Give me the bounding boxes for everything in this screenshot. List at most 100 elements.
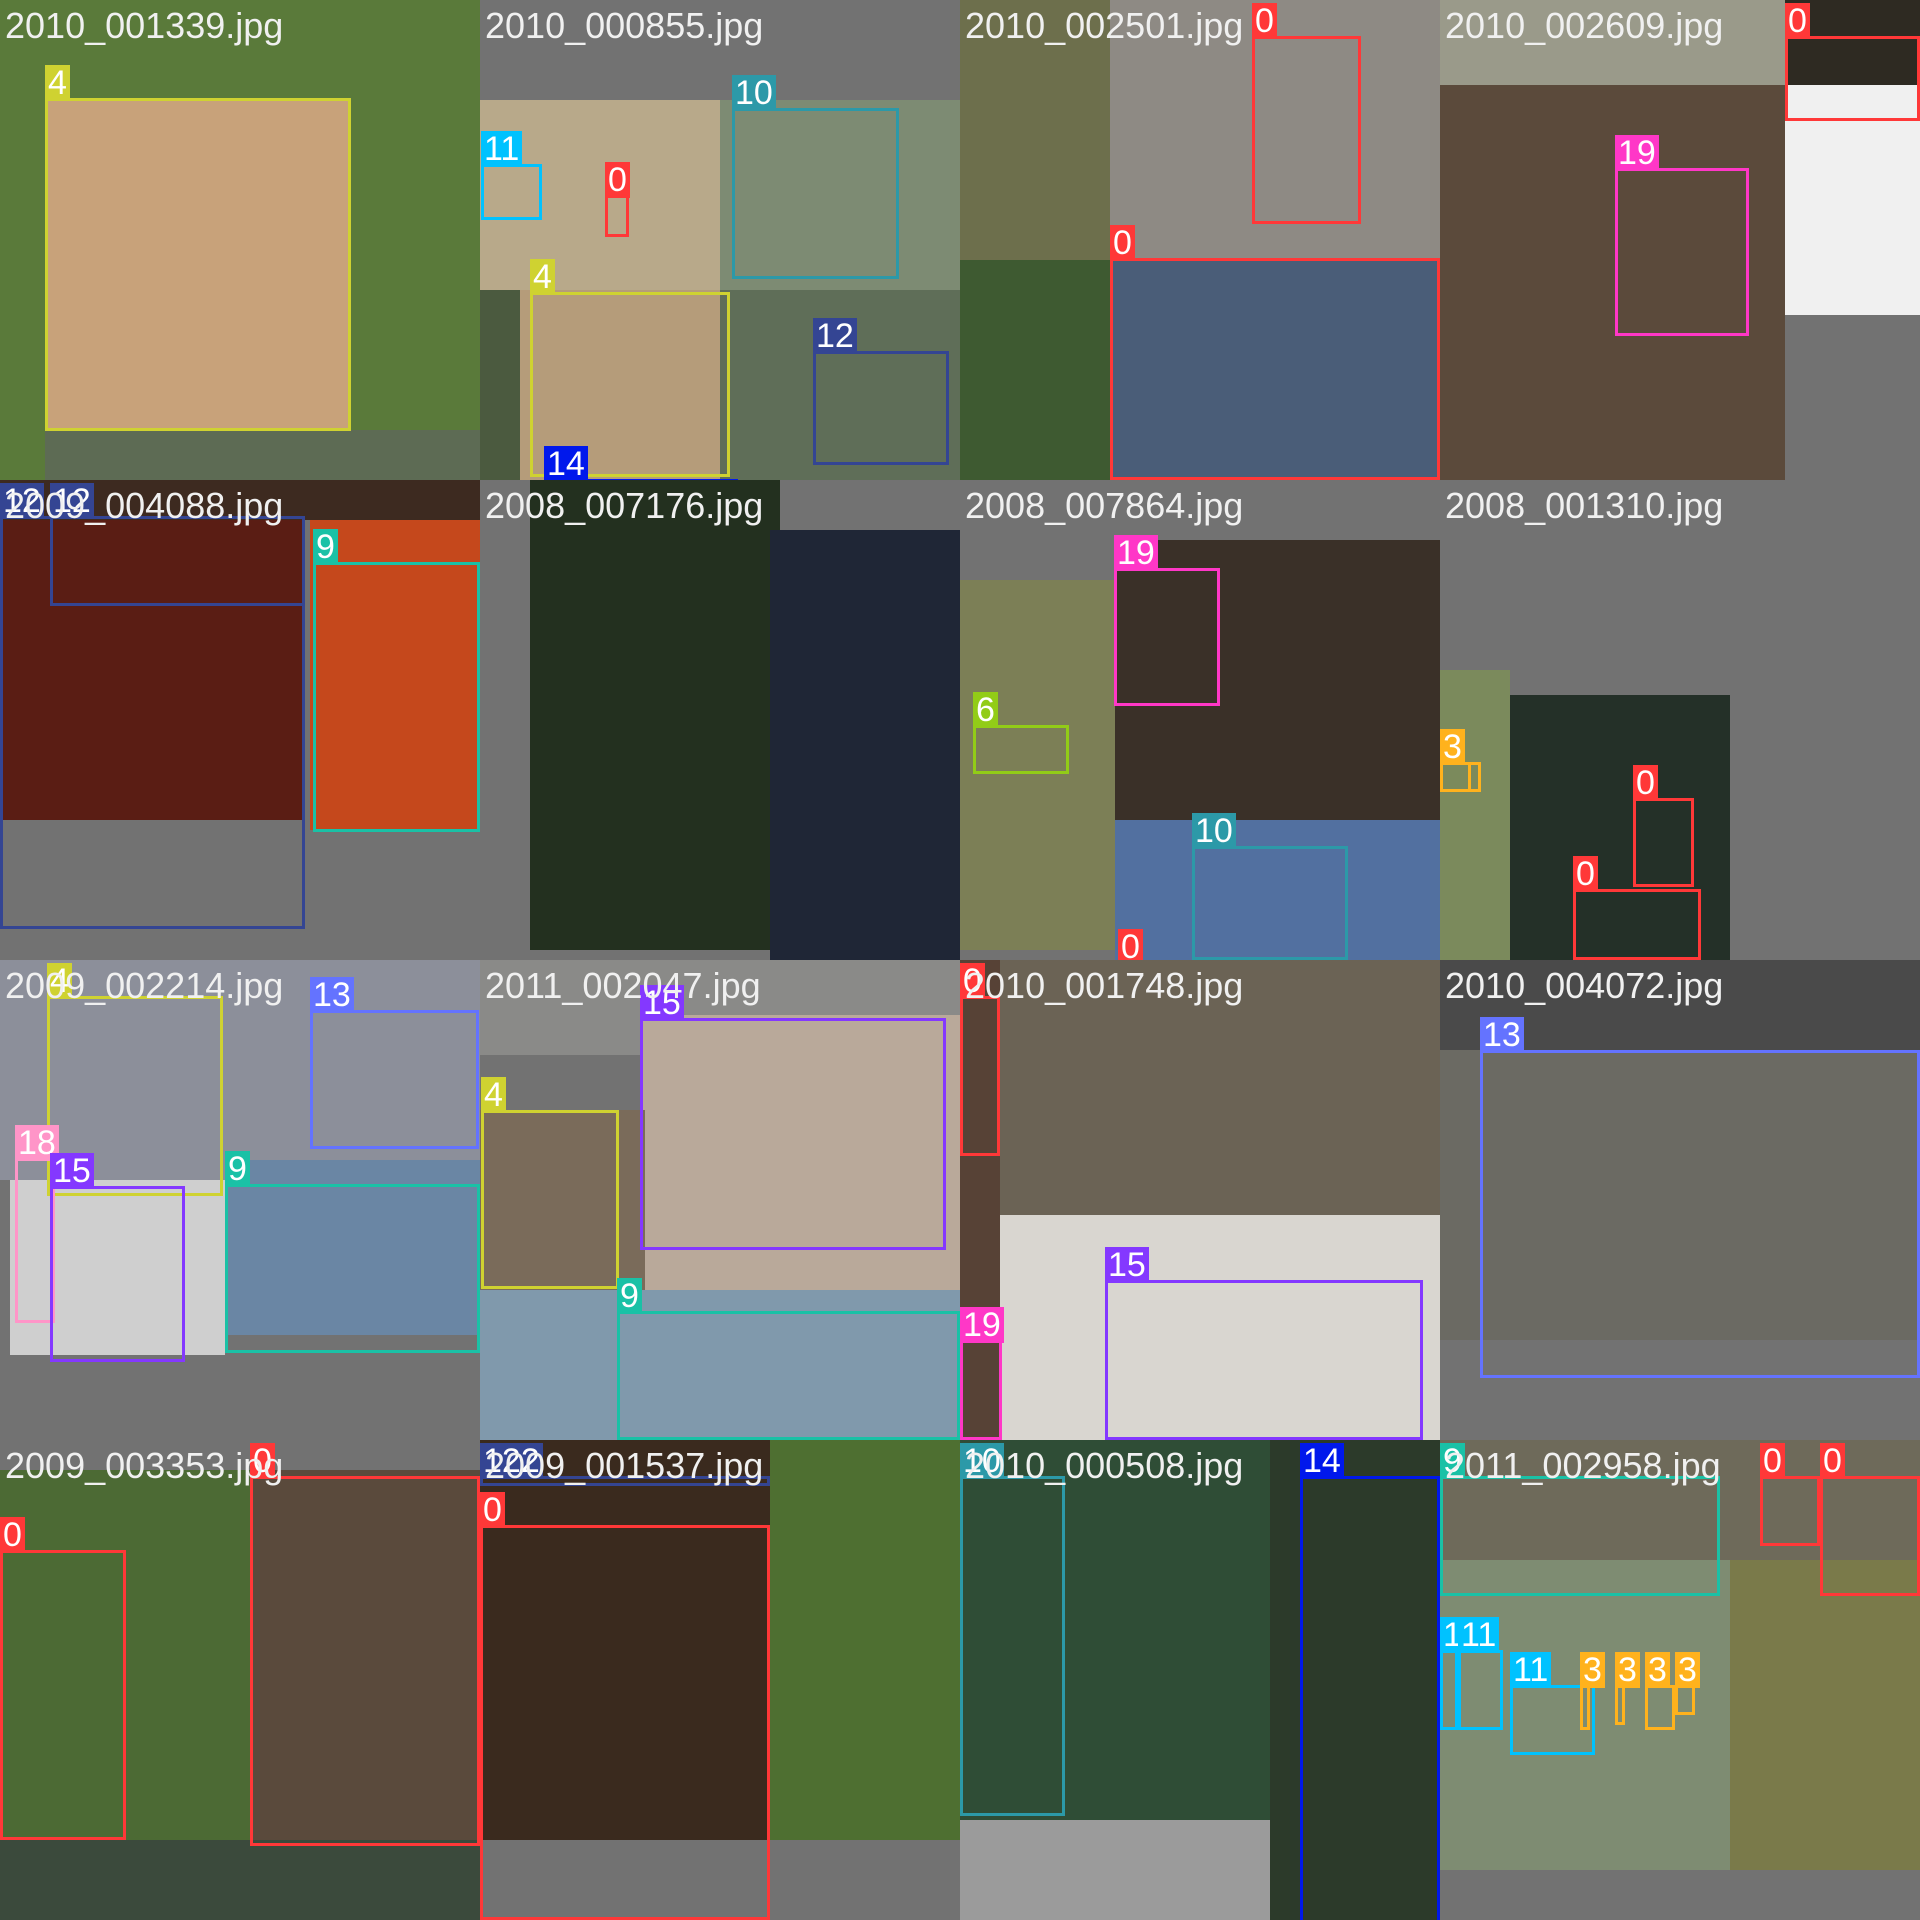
detection-box: 19 [960,1307,1004,1440]
detection-class-label: 13 [1480,1017,1524,1053]
detection-class-label: 15 [1105,1247,1149,1283]
mosaic-tile: 4 2010_001339.jpg [0,0,480,480]
photo-region [480,290,520,480]
detection-box: 13 [1480,1017,1920,1378]
detection-class-label: 10 [732,75,776,111]
detection-class-label: 19 [1615,135,1659,171]
photo-region [1110,0,1440,260]
mosaic-tile: 0 0 2009_003353.jpg [0,1440,480,1920]
photo-region [960,580,1115,950]
mosaic-tile: 12 12 9 2009_004088.jpg [0,480,480,960]
photo-region [770,1440,960,1840]
detection-box: 12 [50,483,305,606]
detection-class-label: 0 [1252,3,1277,39]
detection-box: 0 [250,1443,480,1846]
detection-box: 3 [1675,1652,1700,1715]
detection-class-label: 0 [1820,1443,1845,1479]
detection-box: 19 [1114,535,1220,706]
detection-box: 122 [480,1443,770,1486]
detection-class-label: 19 [1114,535,1158,571]
detection-class-label: 10 [1192,813,1236,849]
detection-class-label: 12 [0,483,44,519]
detection-box: 10 [1192,813,1348,960]
detection-box: 0 [1785,3,1920,121]
detection-box: 0 [1760,1443,1820,1546]
mosaic-tile: 122 0 2009_001537.jpg [480,1440,960,1920]
detection-class-label: 9 [617,1278,642,1314]
detection-class-label: 3 [1615,1652,1640,1688]
detection-class-label: 0 [1785,3,1810,39]
tile-filename: 2008_001310.jpg [1445,485,1724,526]
photo-region [960,1440,1270,1820]
detection-class-label: 0 [1110,225,1135,261]
detection-box: 4 [481,1077,619,1289]
mosaic-tile: 10 14 2010_000508.jpg [960,1440,1440,1920]
photo-region [530,480,780,950]
detection-box: 9 [617,1278,960,1440]
photo-region [1440,1560,1730,1870]
detection-class-label: 11 [481,131,523,167]
detection-class-label: 13 [310,977,354,1013]
detection-box: 18 [15,1125,59,1323]
detection-box: 11 [1440,1617,1482,1730]
detection-box: 0 [1110,225,1440,480]
detection-class-label: 122 [480,1443,543,1479]
detection-box: 3 [1645,1652,1675,1730]
detection-class-label: 12 [813,318,857,354]
detection-class-label: 9 [225,1151,250,1187]
mosaic-tile: 2008_007176.jpg [480,480,960,960]
photo-region [1000,960,1440,1220]
tile-filename: 2010_000855.jpg [485,5,764,46]
detection-class-label: 9 [313,529,338,565]
detection-class-label: 11 [1510,1652,1552,1688]
mosaic-tile: 0 0 2010_002501.jpg [960,0,1440,480]
detection-box: 6 [973,692,1069,774]
detection-class-label: 0 [1573,856,1598,892]
detection-class-label: 6 [973,692,998,728]
detection-class-label: 0 [1760,1443,1785,1479]
photo-region [250,1470,480,1840]
photo-region [1270,1440,1440,1920]
mosaic-tile: 13 2010_004072.jpg [1440,960,1920,1440]
detection-box: 0 [605,162,630,237]
detection-box: 4 [45,65,351,431]
photo-region [1115,540,1440,820]
mosaic-tile: 90011111133332011_002958.jpg [1440,1440,1920,1920]
photo-region [1730,1560,1920,1870]
photo-region [10,1180,225,1355]
detection-class-label: 4 [481,1077,506,1113]
detection-class-label: 3 [1675,1652,1700,1688]
detection-box: 0 [1252,3,1361,224]
photo-region [960,0,1110,260]
photo-region [1785,85,1920,315]
photo-region [480,1290,960,1440]
detection-box: 4 [530,259,730,477]
detection-class-label: 4 [530,259,555,295]
detection-class-label: 0 [960,963,985,999]
detection-box: 13 [310,977,479,1149]
detection-box: 4 [47,963,223,1196]
detection-box: 11 [1510,1652,1595,1755]
detection-class-label: 0 [605,162,630,198]
photo-region [1440,85,1785,480]
detection-box: 3 [1615,1652,1640,1725]
detection-class-label: 0 [1633,765,1658,801]
detection-class-label: 3 [1580,1652,1605,1688]
detection-class-label: 10 [960,1443,1004,1479]
detection-class-label: 3 [1440,729,1465,765]
mosaic-tile: 0 19 2010_002609.jpg [1440,0,1920,480]
photo-region [960,1820,1270,1920]
photo-region [960,960,1000,1440]
detection-box: 0 [1820,1443,1920,1596]
photo-region [45,100,350,430]
detection-class-label: 12 [50,483,94,519]
photo-region [960,260,1110,480]
detection-class-label: 0 [0,1517,25,1553]
detection-box: 12 [813,318,949,465]
detection-class-label: 15 [640,985,684,1021]
detection-class-label: 19 [960,1307,1004,1343]
detection-box: 9 [313,529,480,832]
detection-box: 0 [1633,765,1694,887]
detection-box: 0 [480,1492,770,1920]
photo-region [770,530,960,960]
